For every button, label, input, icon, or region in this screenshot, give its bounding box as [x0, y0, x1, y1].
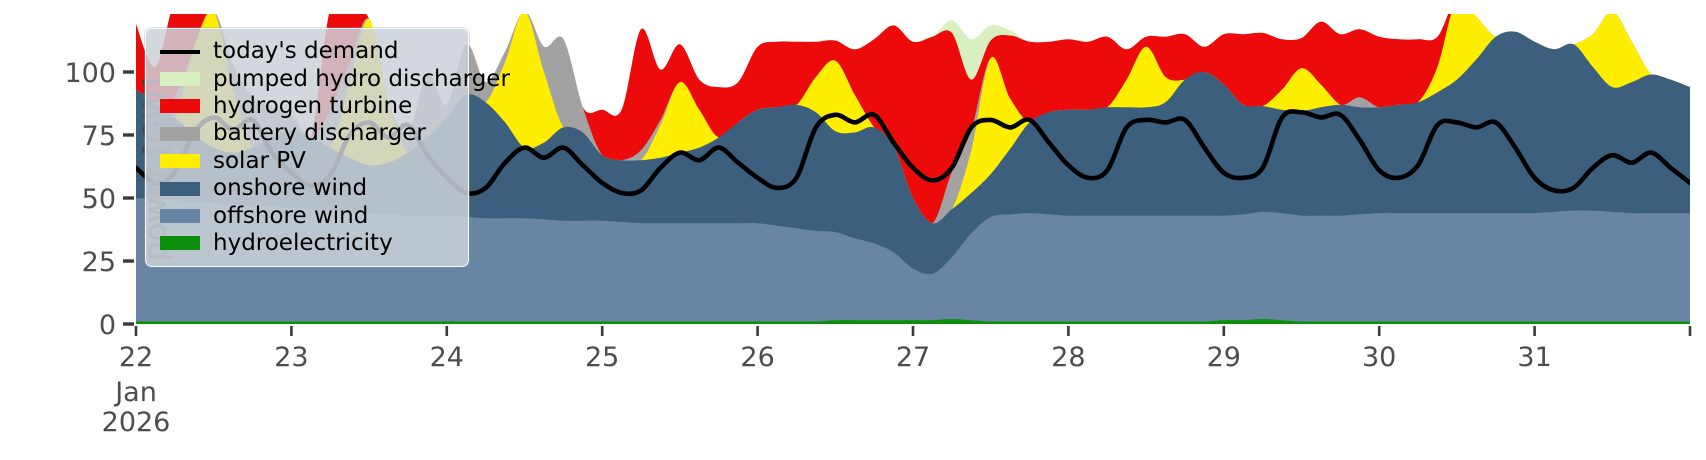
- x-axis-year-label: 2026: [101, 407, 171, 438]
- solar-pv-swatch: [160, 154, 200, 169]
- legend-item-pumped-hydro-discharger: pumped hydro discharger: [160, 65, 510, 92]
- y-tick-label: 100: [64, 58, 116, 89]
- legend-item-label: onshore wind: [213, 175, 368, 202]
- area-offshore-wind: [136, 198, 1690, 324]
- y-tick-label: 25: [82, 247, 116, 278]
- onshore-wind-swatch: [160, 181, 200, 196]
- legend-item-label: battery discharger: [213, 120, 426, 147]
- y-tick-label: 50: [82, 184, 116, 215]
- legend-item-solar-pv: solar PV: [160, 148, 456, 175]
- x-tick-label: 28: [1051, 342, 1086, 373]
- legend-item-label: pumped hydro discharger: [213, 65, 510, 92]
- battery-discharger-swatch: [160, 126, 200, 141]
- x-axis-month-label: Jan: [115, 377, 157, 408]
- offshore-wind-swatch: [160, 209, 200, 224]
- x-tick-label: 27: [895, 342, 931, 373]
- legend-item-label: offshore wind: [213, 202, 369, 229]
- pumped-hydro-discharger-swatch: [160, 72, 200, 87]
- legend-item-label: today's demand: [213, 38, 399, 65]
- legend-item-label: hydrogen turbine: [213, 92, 413, 119]
- x-tick-label: 26: [740, 342, 775, 373]
- x-tick-label: 30: [1362, 342, 1397, 373]
- legend-item-battery-discharger: battery discharger: [160, 120, 456, 147]
- hydroelectricity-swatch: [160, 236, 200, 251]
- y-tick-label: 0: [99, 310, 116, 341]
- y-tick-label: 75: [82, 121, 116, 152]
- x-tick-label: 23: [274, 342, 309, 373]
- legend-item-today-s-demand: today's demand: [160, 38, 456, 65]
- legend-item-label: hydroelectricity: [213, 229, 393, 256]
- x-tick-label: 24: [429, 342, 464, 373]
- hydrogen-turbine-swatch: [160, 99, 200, 114]
- area-hydroelectricity: [136, 319, 1690, 324]
- x-tick-label: 29: [1206, 342, 1241, 373]
- x-tick-label: 31: [1517, 342, 1552, 373]
- legend-item-offshore-wind: offshore wind: [160, 202, 456, 229]
- legend-item-hydroelectricity: hydroelectricity: [160, 230, 456, 257]
- today-s-demand-swatch-line: [160, 49, 200, 54]
- x-tick-label: 25: [585, 342, 620, 373]
- legend: today's demand pumped hydro discharger hyd…: [145, 28, 510, 268]
- legend-item-onshore-wind: onshore wind: [160, 175, 456, 202]
- x-tick-label: 22: [118, 342, 154, 373]
- legend-item-label: solar PV: [213, 147, 306, 174]
- legend-item-hydrogen-turbine: hydrogen turbine: [160, 93, 456, 120]
